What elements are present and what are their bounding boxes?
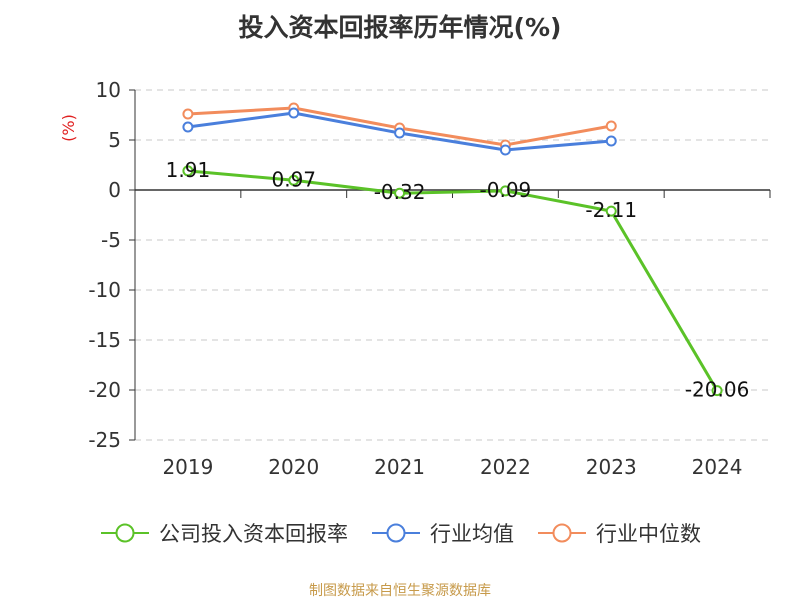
legend-label: 行业中位数 [596, 522, 701, 546]
data-point [394, 187, 406, 199]
data-label: 0.97 [271, 167, 316, 191]
y-tick-label: 5 [108, 128, 121, 152]
legend-item[interactable]: 行业均值 [370, 518, 514, 548]
data-point [711, 385, 723, 397]
legend-marker-icon [372, 523, 420, 543]
y-tick-label: -25 [88, 428, 121, 452]
y-axis-unit-label: (%) [59, 114, 78, 142]
data-point [394, 127, 406, 139]
data-label: -0.32 [374, 180, 426, 204]
legend-label: 公司投入资本回报率 [159, 522, 348, 546]
data-labels: 1.91 0.97 -0.32 -0.09 -2.11 -20.06 [166, 158, 750, 402]
x-tick-label: 2019 [162, 455, 213, 479]
y-tick-label: 0 [108, 178, 121, 202]
y-tick-label: -20 [88, 378, 121, 402]
legend-marker-icon [101, 523, 149, 543]
data-label: -0.09 [480, 178, 532, 202]
data-label: 1.91 [166, 158, 211, 182]
chart-title: 投入资本回报率历年情况(%) [238, 13, 562, 42]
legend-item[interactable]: 公司投入资本回报率 [99, 518, 348, 548]
y-tick-label: -5 [101, 228, 121, 252]
series-line [187, 169, 719, 392]
data-point [499, 185, 511, 197]
y-tick-label: 10 [96, 78, 121, 102]
data-label: -2.11 [585, 198, 637, 222]
data-point [605, 205, 617, 217]
data-point [288, 174, 300, 186]
x-tick-label: 2021 [374, 455, 425, 479]
data-point [182, 165, 194, 177]
x-tick-label: 2022 [480, 455, 531, 479]
x-tick-label: 2024 [692, 455, 743, 479]
legend: 公司投入资本回报率 行业均值 行业中位数 [0, 518, 800, 548]
grid-lines [135, 89, 770, 441]
y-tick-label: -15 [88, 328, 121, 352]
legend-label: 行业均值 [430, 522, 514, 546]
x-tick-label: 2020 [268, 455, 319, 479]
series-layer [182, 102, 723, 397]
data-point [182, 108, 194, 120]
legend-item[interactable]: 行业中位数 [536, 518, 701, 548]
legend-marker-icon [538, 523, 586, 543]
x-tick-label: 2023 [586, 455, 637, 479]
axes: 10 5 0 -5 -10 -15 -20 -25 2019 2020 2021 2022 2023 20… [88, 78, 771, 479]
source-note: 制图数据来自恒生聚源数据库 [309, 583, 491, 599]
data-point [288, 107, 300, 119]
data-point [499, 144, 511, 156]
data-point [182, 121, 194, 133]
data-point [605, 120, 617, 132]
data-label: -20.06 [685, 378, 749, 402]
data-point [605, 135, 617, 147]
y-tick-label: -10 [88, 278, 121, 302]
